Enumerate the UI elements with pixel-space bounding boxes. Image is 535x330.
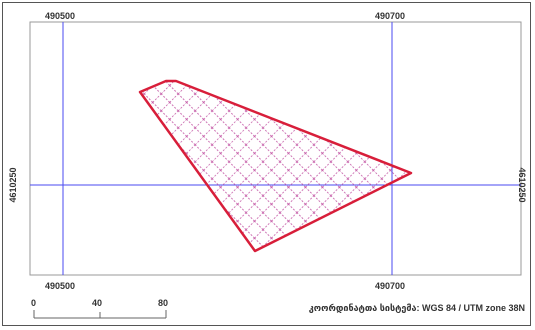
grid-label-top-1: 490500: [45, 11, 76, 21]
land-parcel[interactable]: [138, 79, 413, 253]
scale-label-0: 0: [31, 298, 37, 308]
scale-bar: [33, 310, 167, 319]
grid-label-bottom-1: 490500: [45, 281, 76, 291]
scale-label-80: 80: [158, 298, 169, 308]
grid-label-bottom-2: 490700: [375, 281, 406, 291]
map-outer-frame: [2, 2, 531, 326]
grid-label-left: 4610250: [8, 167, 18, 203]
coordinate-system-label: კოორდინატთა სისტემა: WGS 84 / UTM zone 3…: [308, 303, 525, 313]
grid-label-top-2: 490700: [375, 11, 406, 21]
scale-label-40: 40: [92, 298, 103, 308]
grid-label-right: 4610250: [517, 167, 527, 203]
